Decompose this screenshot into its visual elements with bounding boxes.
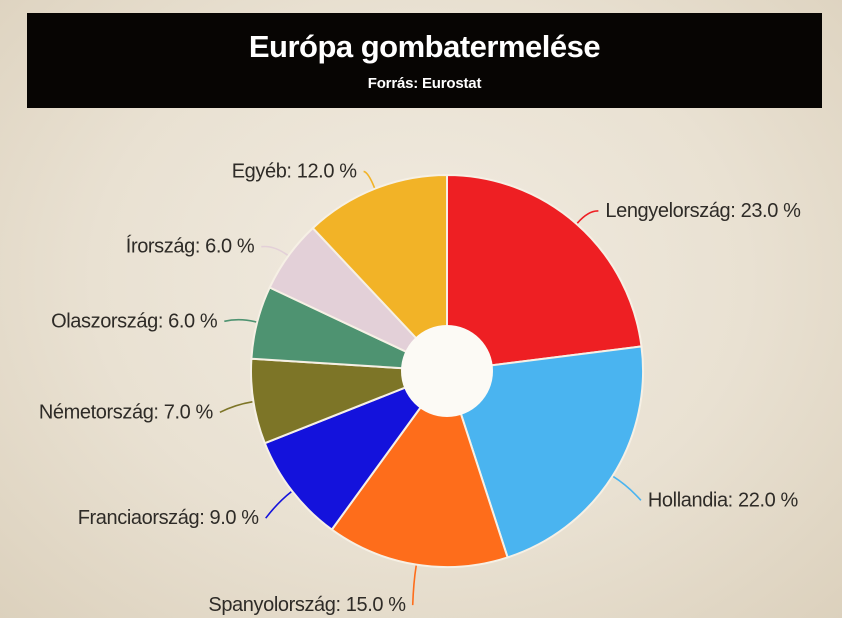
leader-line-hollandia: [612, 475, 642, 501]
pie-slice-hollandia[interactable]: [446, 345, 645, 559]
pie-label-egyeb: Egyéb: 12.0 %: [232, 160, 358, 182]
pie-label-spanyolorszag: Spanyolország: 15.0 %: [208, 594, 406, 616]
leader-line-nemetorszag: [219, 401, 253, 414]
leader-line-egyeb: [363, 170, 376, 189]
pie-label-lengyelorszag: Lengyelország: 23.0 %: [605, 200, 801, 222]
leader-line-spanyolorszag: [411, 565, 417, 606]
pie-label-nemetorszag: Németország: 7.0 %: [39, 401, 214, 423]
pie-slice-lengyelorszag[interactable]: [446, 174, 643, 372]
donut-hole: [401, 325, 493, 417]
leader-line-lengyelorszag: [576, 210, 599, 224]
leader-line-irorszag: [261, 245, 289, 256]
leader-line-franciaorszag: [265, 491, 292, 519]
pie-label-irorszag: Írország: 6.0 %: [126, 235, 255, 258]
chart-header: Európa gombatermelése Forrás: Eurostat: [27, 13, 822, 108]
pie-slice-egyeb[interactable]: [311, 174, 448, 372]
pie-label-olaszorszag: Olaszország: 6.0 %: [51, 310, 218, 332]
chart-title: Európa gombatermelése: [248, 29, 601, 64]
pie-slice-spanyolorszag[interactable]: [330, 370, 509, 568]
pie-label-franciaorszag: Franciaország: 9.0 %: [78, 507, 260, 529]
leader-line-olaszorszag: [224, 318, 257, 323]
pie-slice-franciaorszag[interactable]: [263, 370, 448, 531]
pie-label-hollandia: Hollandia: 22.0 %: [648, 489, 799, 511]
chart-subtitle: Forrás: Eurostat: [367, 75, 482, 92]
